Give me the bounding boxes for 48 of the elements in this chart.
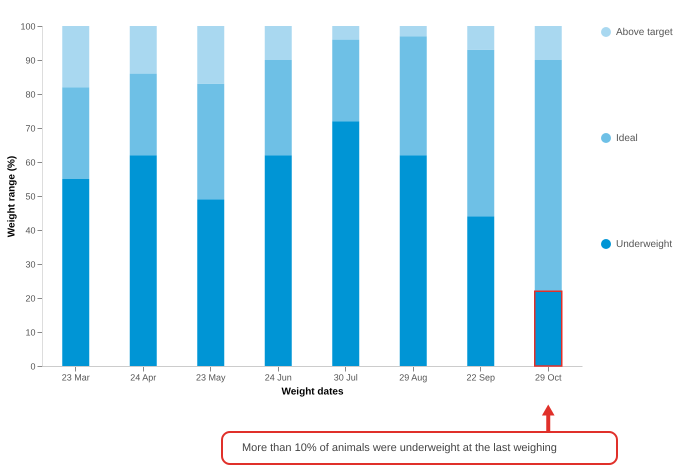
bar bbox=[264, 26, 292, 60]
bar bbox=[332, 40, 360, 122]
bar bbox=[400, 155, 427, 366]
legend-label: Above target bbox=[616, 27, 673, 38]
x-tick-label: 23 Mar bbox=[62, 372, 90, 382]
bar bbox=[130, 26, 157, 74]
y-axis-title: Weight range (%) bbox=[6, 156, 18, 238]
bar bbox=[197, 26, 224, 84]
text: More than 10% of animals were underweight at the last weighing bbox=[242, 442, 557, 454]
bar bbox=[197, 84, 224, 200]
y-tick-label: 10 bbox=[25, 328, 36, 338]
bar bbox=[332, 121, 360, 366]
bar bbox=[197, 199, 224, 366]
y-tick-label: 0 bbox=[30, 362, 36, 372]
bar bbox=[264, 155, 292, 366]
x-tick-label: 29 Aug bbox=[399, 372, 428, 382]
y-tick-label: 30 bbox=[25, 260, 36, 270]
x-axis-title: Weight dates bbox=[281, 386, 344, 398]
bar bbox=[467, 26, 494, 50]
y-tick-label: 90 bbox=[25, 56, 36, 66]
legend-label: Ideal bbox=[616, 133, 638, 144]
bar bbox=[400, 26, 427, 36]
y-tick-label: 40 bbox=[25, 226, 36, 236]
y-tick-label: 50 bbox=[25, 192, 36, 202]
x-tick-label: 22 Sep bbox=[466, 372, 496, 382]
x-tick-label: 24 Jun bbox=[264, 372, 292, 382]
x-tick-label: 29 Oct bbox=[534, 372, 562, 382]
bar bbox=[467, 216, 494, 366]
x-tick-label: 23 May bbox=[196, 372, 226, 382]
bar bbox=[467, 50, 494, 216]
y-tick-label: 60 bbox=[25, 158, 36, 168]
legend-label: Underweight bbox=[616, 239, 672, 250]
bar bbox=[62, 179, 90, 366]
bar bbox=[534, 26, 562, 60]
bar bbox=[534, 60, 562, 292]
x-tick-label: 30 Jul bbox=[334, 372, 358, 382]
bar bbox=[400, 36, 427, 156]
y-tick-label: 20 bbox=[25, 294, 36, 304]
bar bbox=[264, 60, 292, 156]
bar bbox=[62, 26, 90, 88]
bar bbox=[332, 26, 360, 40]
y-tick-label: 80 bbox=[25, 90, 36, 100]
bar bbox=[130, 155, 157, 366]
y-tick-label: 70 bbox=[25, 124, 36, 134]
bar bbox=[130, 74, 157, 156]
y-tick-label: 100 bbox=[20, 22, 36, 32]
bar bbox=[62, 87, 90, 179]
x-tick-label: 24 Apr bbox=[130, 372, 156, 382]
